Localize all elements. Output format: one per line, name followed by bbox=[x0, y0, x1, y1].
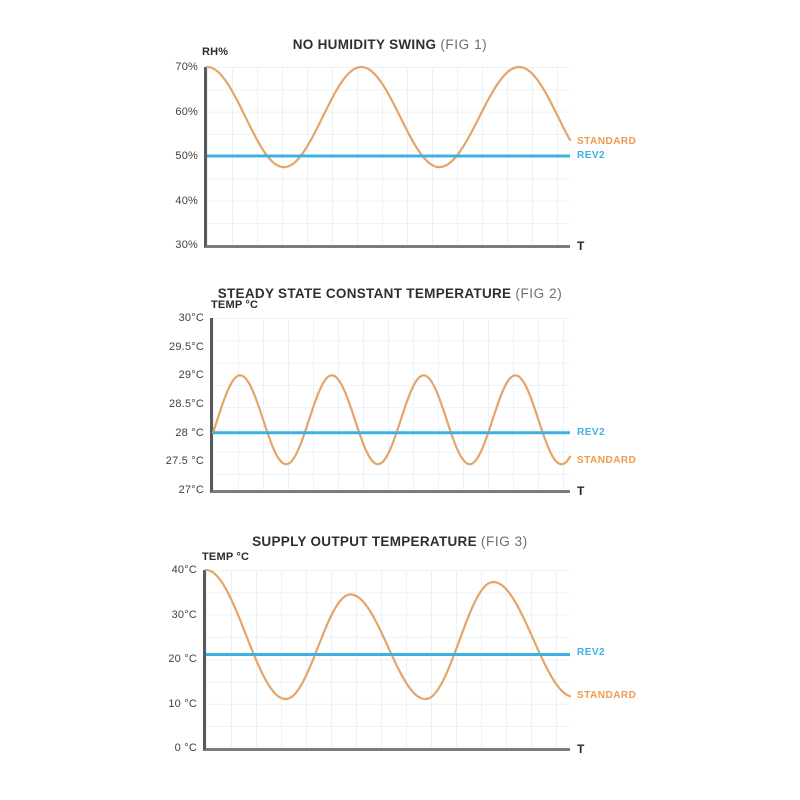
standard-curve bbox=[204, 568, 572, 701]
chart2-title-text: STEADY STATE CONSTANT TEMPERATURE bbox=[217, 286, 512, 301]
chart3-fig-note: (FIG 3) bbox=[480, 534, 528, 549]
y-tick-label: 70% bbox=[175, 61, 198, 73]
legend-label-rev2: REV2 bbox=[577, 427, 606, 438]
chart3-title: SUPPLY OUTPUT TEMPERATURE (FIG 3) bbox=[0, 534, 780, 549]
chart3-curves bbox=[204, 568, 572, 701]
chart1-title-text: NO HUMIDITY SWING bbox=[292, 37, 437, 52]
y-tick-label: 60% bbox=[175, 105, 198, 118]
legend-label-standard: STANDARD bbox=[577, 136, 637, 147]
chart3-x-axis-label: T bbox=[577, 742, 585, 756]
chart2-x-axis-label: T bbox=[577, 484, 585, 498]
legend-label-standard: STANDARD bbox=[577, 455, 637, 466]
y-tick-label: 40% bbox=[175, 194, 198, 207]
y-tick-label: 28.5°C bbox=[169, 398, 204, 410]
y-tick-label: 27°C bbox=[178, 484, 204, 496]
y-tick-label: 20 °C bbox=[168, 653, 197, 665]
chart3-y-axis-label: TEMP °C bbox=[202, 551, 250, 563]
y-tick-label: 29.5°C bbox=[169, 340, 204, 353]
y-tick-label: 27.5 °C bbox=[165, 455, 204, 468]
chart1-y-axis-label: RH% bbox=[202, 46, 229, 58]
chart2-title: STEADY STATE CONSTANT TEMPERATURE (FIG 2) bbox=[0, 286, 780, 301]
chart1-curves bbox=[205, 65, 572, 169]
legend-label-standard: STANDARD bbox=[577, 690, 637, 701]
y-tick-label: 50% bbox=[175, 150, 198, 162]
chart2-fig-note: (FIG 2) bbox=[515, 286, 563, 301]
chart2-plot-area bbox=[210, 318, 572, 493]
chart3-title-text: SUPPLY OUTPUT TEMPERATURE bbox=[252, 534, 477, 549]
y-tick-label: 0 °C bbox=[174, 742, 197, 754]
y-tick-label: 28 °C bbox=[175, 426, 204, 439]
y-tick-label: 30°C bbox=[171, 608, 197, 621]
chart2-curves bbox=[211, 374, 572, 466]
standard-curve bbox=[211, 374, 572, 466]
chart1-x-axis-label: T bbox=[577, 239, 585, 253]
y-tick-label: 30°C bbox=[178, 312, 204, 324]
legend-label-rev2: REV2 bbox=[577, 647, 606, 658]
chart1-plot-area bbox=[204, 65, 572, 248]
legend-label-rev2: REV2 bbox=[577, 150, 606, 161]
standard-curve bbox=[205, 65, 572, 169]
y-tick-label: 10 °C bbox=[168, 697, 197, 710]
y-tick-label: 40°C bbox=[171, 564, 197, 576]
chart1-fig-note: (FIG 1) bbox=[440, 37, 488, 52]
chart1-title: NO HUMIDITY SWING (FIG 1) bbox=[0, 37, 780, 52]
chart3-plot-area bbox=[203, 568, 572, 751]
chart2-y-axis-label: TEMP °C bbox=[211, 299, 259, 311]
y-tick-label: 29°C bbox=[178, 369, 204, 382]
y-tick-label: 30% bbox=[175, 239, 198, 251]
